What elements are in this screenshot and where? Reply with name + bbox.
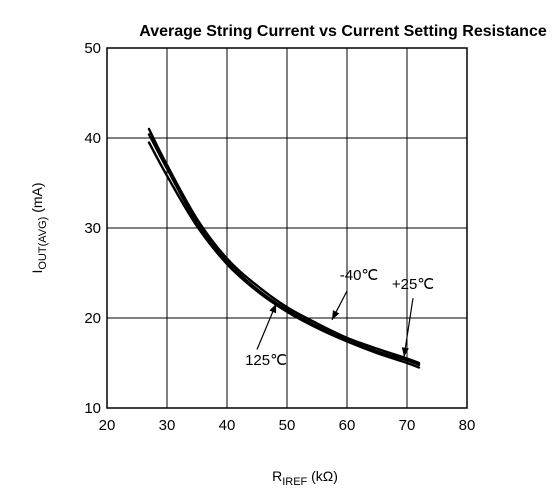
y-axis-label-unit: (mA) [29, 182, 45, 216]
x-axis-label: RIREF (kΩ) [272, 468, 338, 488]
series-lines [147, 127, 421, 369]
annotation-label: 125℃ [245, 352, 287, 369]
x-tick-label: 30 [159, 417, 176, 434]
annotation-label: +25℃ [392, 276, 434, 293]
y-axis-label-main: I [29, 270, 45, 274]
x-axis-label-main: R [272, 468, 282, 484]
x-tick-labels: 20 30 40 50 60 70 80 [99, 417, 476, 434]
x-tick-label: 80 [459, 417, 476, 434]
x-tick-label: 50 [279, 417, 296, 434]
grid [106, 47, 468, 409]
series-line-0 [147, 127, 421, 365]
plot-frame [106, 47, 468, 409]
y-axis-label: IOUT(AVG) (mA) [29, 182, 49, 273]
annotation-arrowhead [332, 310, 340, 320]
annotation-arrowhead [269, 303, 277, 314]
annotation-label: -40℃ [340, 267, 379, 284]
x-axis-label-unit: (kΩ) [307, 468, 338, 484]
y-axis-label-sub: OUT(AVG) [37, 217, 49, 270]
annotations: -40℃ +25℃ 125℃ [245, 267, 434, 369]
x-tick-label: 20 [99, 417, 116, 434]
y-tick-label: 40 [84, 130, 101, 147]
x-axis-label-sub: IREF [282, 476, 307, 488]
x-tick-label: 40 [219, 417, 236, 434]
x-tick-label: 70 [399, 417, 416, 434]
series-line-2 [147, 141, 421, 369]
y-tick-label: 20 [84, 310, 101, 327]
series-line-1 [147, 133, 421, 366]
chart-title: Average String Current vs Current Settin… [139, 23, 547, 40]
y-tick-labels: 10 20 30 40 50 [84, 40, 101, 417]
y-tick-label: 50 [84, 40, 101, 57]
annotation-arrowhead [401, 347, 409, 357]
y-tick-label: 10 [84, 400, 101, 417]
y-tick-label: 30 [84, 220, 101, 237]
x-tick-label: 60 [339, 417, 356, 434]
annotation-arrow [403, 298, 414, 357]
